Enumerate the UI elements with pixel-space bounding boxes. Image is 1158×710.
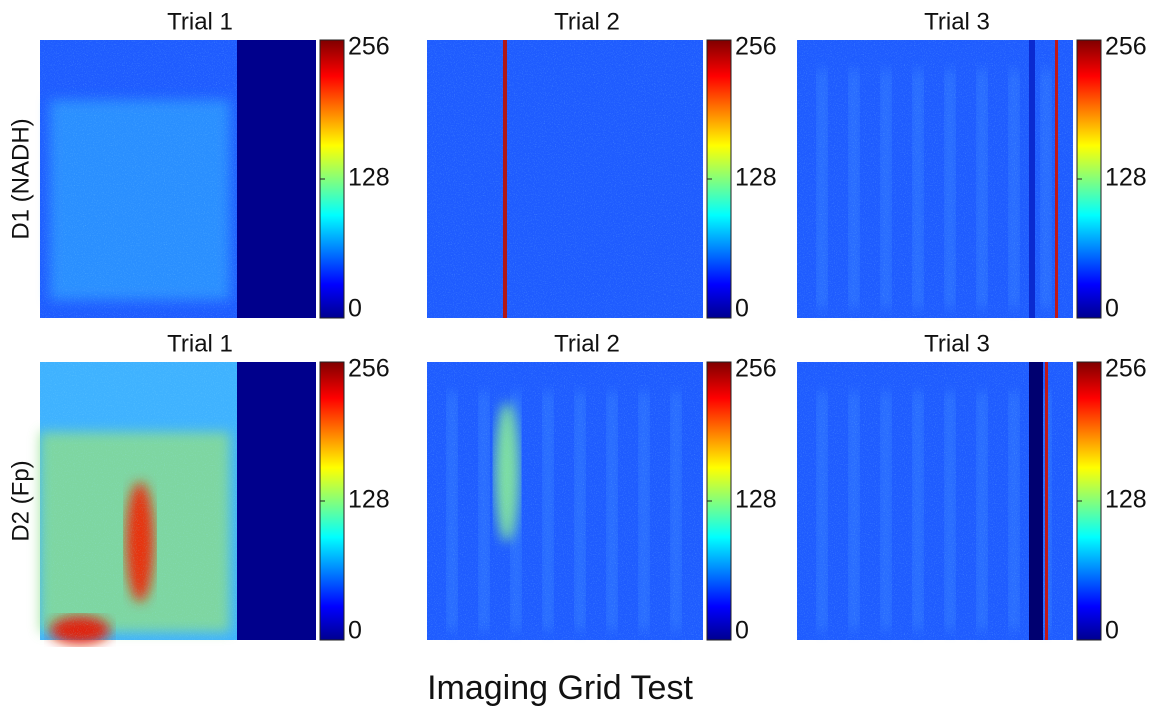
colorbar-tick-label: 256 [735,33,777,61]
image-artifact [1055,40,1058,318]
figure-title: Imaging Grid Test [427,669,693,707]
colorbar-tick-label: 0 [1105,295,1119,323]
colorbar-tick-label: 256 [1105,33,1147,61]
colorbar [319,39,345,319]
panel-title: Trial 3 [924,330,990,357]
row-label: D1 (NADH) [7,118,34,239]
colorbar-tick-label: 0 [735,295,749,323]
image-noise [797,40,1073,318]
image-noise [797,362,1073,640]
colorbar-tick-label: 128 [1105,486,1147,514]
panel-title: Trial 1 [167,330,233,357]
image-mask [237,40,316,318]
image-noise [427,362,703,640]
colorbar-tick-label: 0 [348,617,362,645]
panel-title: Trial 2 [554,330,620,357]
colorbar [1076,39,1102,319]
colorbar-tick-label: 128 [348,164,390,192]
colorbar-tick-label: 128 [348,486,390,514]
colorbar-tick-label: 256 [348,33,390,61]
colorbar-tick-label: 256 [735,355,777,383]
image-artifact [503,40,507,318]
colorbar-tick-label: 128 [735,164,777,192]
panel: Trial 2 0 128 256 [427,330,777,645]
colorbar-tick-label: 0 [348,295,362,323]
colorbar-tick-label: 128 [735,486,777,514]
panel: Trial 3 0 128 256 [797,330,1147,645]
panel-title: Trial 1 [167,8,233,35]
colorbar-tick-label: 0 [735,617,749,645]
panel-title: Trial 2 [554,8,620,35]
panel: Trial 1 0 128 256 [40,8,390,323]
image-mask [237,362,316,640]
image-artifact [1029,362,1043,640]
colorbar-tick-label: 128 [1105,164,1147,192]
image-noise [427,40,703,318]
colorbar-tick-label: 256 [1105,355,1147,383]
panel: Trial 3 0 128 256 [797,8,1147,323]
colorbar-tick-label: 0 [1105,617,1119,645]
image-artifact [1045,362,1048,640]
image-artifact [1029,40,1035,318]
panel: Trial 2 0 128 256 [427,8,777,323]
panel: Trial 1 0 128 256 [40,330,390,645]
panel-title: Trial 3 [924,8,990,35]
row-label: D2 (Fp) [7,460,34,541]
colorbar-tick-label: 256 [348,355,390,383]
